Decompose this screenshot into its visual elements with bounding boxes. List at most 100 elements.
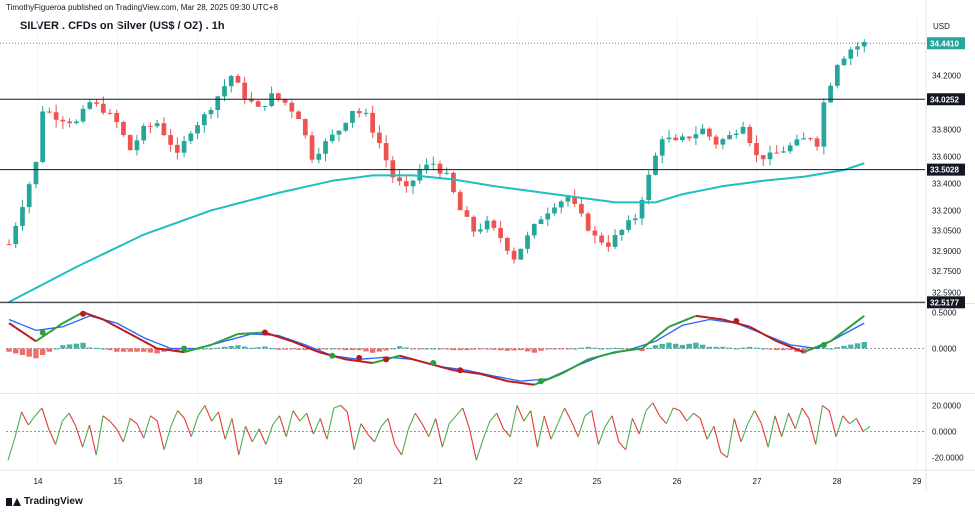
macd-line-segment	[675, 320, 683, 325]
candle-body	[774, 152, 780, 154]
macd-line-segment	[856, 315, 865, 322]
momentum-line-segment	[129, 418, 138, 425]
price-tick-label: 32.9000	[932, 247, 961, 256]
candle-body	[228, 75, 234, 87]
crossover-dot	[329, 352, 336, 359]
currency-label[interactable]: USD	[933, 22, 950, 31]
candle-body	[121, 122, 126, 136]
candle-body	[686, 136, 692, 139]
momentum-line-segment	[150, 415, 158, 422]
momentum-line-segment	[367, 433, 375, 443]
histogram-bar	[551, 348, 558, 350]
footer-brand: TradingView	[24, 496, 83, 507]
tradingview-logo[interactable]: TradingView	[6, 496, 83, 507]
macd-line-segment	[756, 329, 764, 335]
candle-body	[733, 133, 739, 136]
candle-body	[141, 125, 147, 141]
candle-body	[727, 135, 732, 140]
histogram-bar	[713, 346, 719, 349]
momentum-line-segment	[333, 404, 341, 409]
last-price-tag-label: 34.4410	[930, 39, 959, 48]
histogram-bar	[444, 348, 450, 350]
momentum-line-segment	[822, 404, 830, 412]
momentum-line-segment	[48, 428, 57, 445]
histogram-bar	[423, 348, 430, 350]
momentum-line-segment	[340, 405, 348, 413]
momentum-line-segment	[387, 418, 396, 445]
macd-line-segment	[116, 325, 124, 332]
momentum-pane[interactable]	[6, 402, 925, 461]
candle-body	[707, 128, 712, 137]
histogram-bar	[66, 344, 73, 349]
momentum-line-segment	[211, 411, 219, 422]
histogram-bar	[289, 348, 295, 350]
x-tick-label: 20	[354, 477, 363, 486]
candle-body	[235, 75, 241, 83]
histogram-bar	[343, 348, 349, 351]
x-tick-label: 21	[434, 477, 443, 486]
momentum-line-segment	[435, 418, 443, 448]
candle-body	[606, 242, 611, 247]
level-tag-label: 33.5028	[930, 166, 959, 175]
crossover-dot	[181, 345, 188, 352]
candle-body	[444, 172, 450, 174]
candle-body	[484, 220, 490, 230]
macd-line-segment	[493, 376, 501, 381]
momentum-line-segment	[27, 415, 36, 426]
candle-body	[511, 250, 517, 260]
momentum-line-segment	[245, 426, 253, 443]
momentum-line-segment	[659, 415, 667, 425]
candle-body	[377, 132, 382, 144]
candle-body	[619, 229, 625, 236]
momentum-line-segment	[122, 418, 131, 443]
x-tick-label: 29	[913, 477, 922, 486]
histogram-bar	[673, 343, 679, 349]
momentum-line-segment	[109, 420, 118, 430]
histogram-bar	[114, 348, 120, 352]
momentum-line-segment	[82, 424, 90, 448]
momentum-line-segment	[374, 426, 382, 443]
macd-line-segment	[284, 338, 293, 343]
candle-body	[363, 112, 369, 114]
histogram-bar	[861, 341, 867, 349]
momentum-line-segment	[21, 411, 29, 426]
candle-body	[215, 96, 221, 111]
candle-body	[154, 123, 160, 127]
macd-line-segment	[345, 358, 353, 362]
momentum-line-segment	[75, 426, 84, 448]
candle-body	[309, 135, 315, 160]
momentum-line-segment	[849, 418, 857, 425]
candle-body	[148, 125, 153, 127]
momentum-line-segment	[754, 410, 762, 424]
x-tick-label: 28	[833, 477, 842, 486]
candle-body	[107, 112, 113, 114]
candle-body	[195, 125, 200, 134]
price-tick-label: 33.4000	[932, 179, 961, 188]
price-pane[interactable]	[0, 39, 925, 303]
histogram-bar	[612, 347, 618, 349]
level-tag-bg	[927, 163, 965, 176]
histogram-bar	[545, 348, 551, 350]
chart-title: SILVER . CFDs on Silver (US$ / OZ) . 1h	[20, 20, 225, 32]
macd-line-segment	[567, 365, 576, 372]
macd-line-segment	[123, 329, 131, 335]
level-price-tag: 32.5177	[927, 296, 965, 309]
momentum-line-segment	[693, 412, 701, 419]
histogram-bar	[140, 348, 147, 352]
histogram-bar	[383, 348, 389, 351]
histogram-bar	[437, 348, 443, 350]
histogram-bar	[470, 348, 477, 350]
histogram-bar	[679, 344, 686, 349]
histogram-bar	[848, 344, 854, 349]
oscillator-pane[interactable]	[6, 310, 925, 386]
candle-body	[53, 112, 59, 120]
momentum-line-segment	[597, 426, 606, 445]
candle-body	[403, 181, 409, 187]
candle-body	[457, 192, 463, 211]
macd-line-segment	[682, 317, 690, 323]
momentum-line-segment	[156, 420, 165, 450]
candle-body	[424, 164, 429, 170]
histogram-bar	[753, 347, 760, 349]
candle-body	[161, 123, 167, 136]
